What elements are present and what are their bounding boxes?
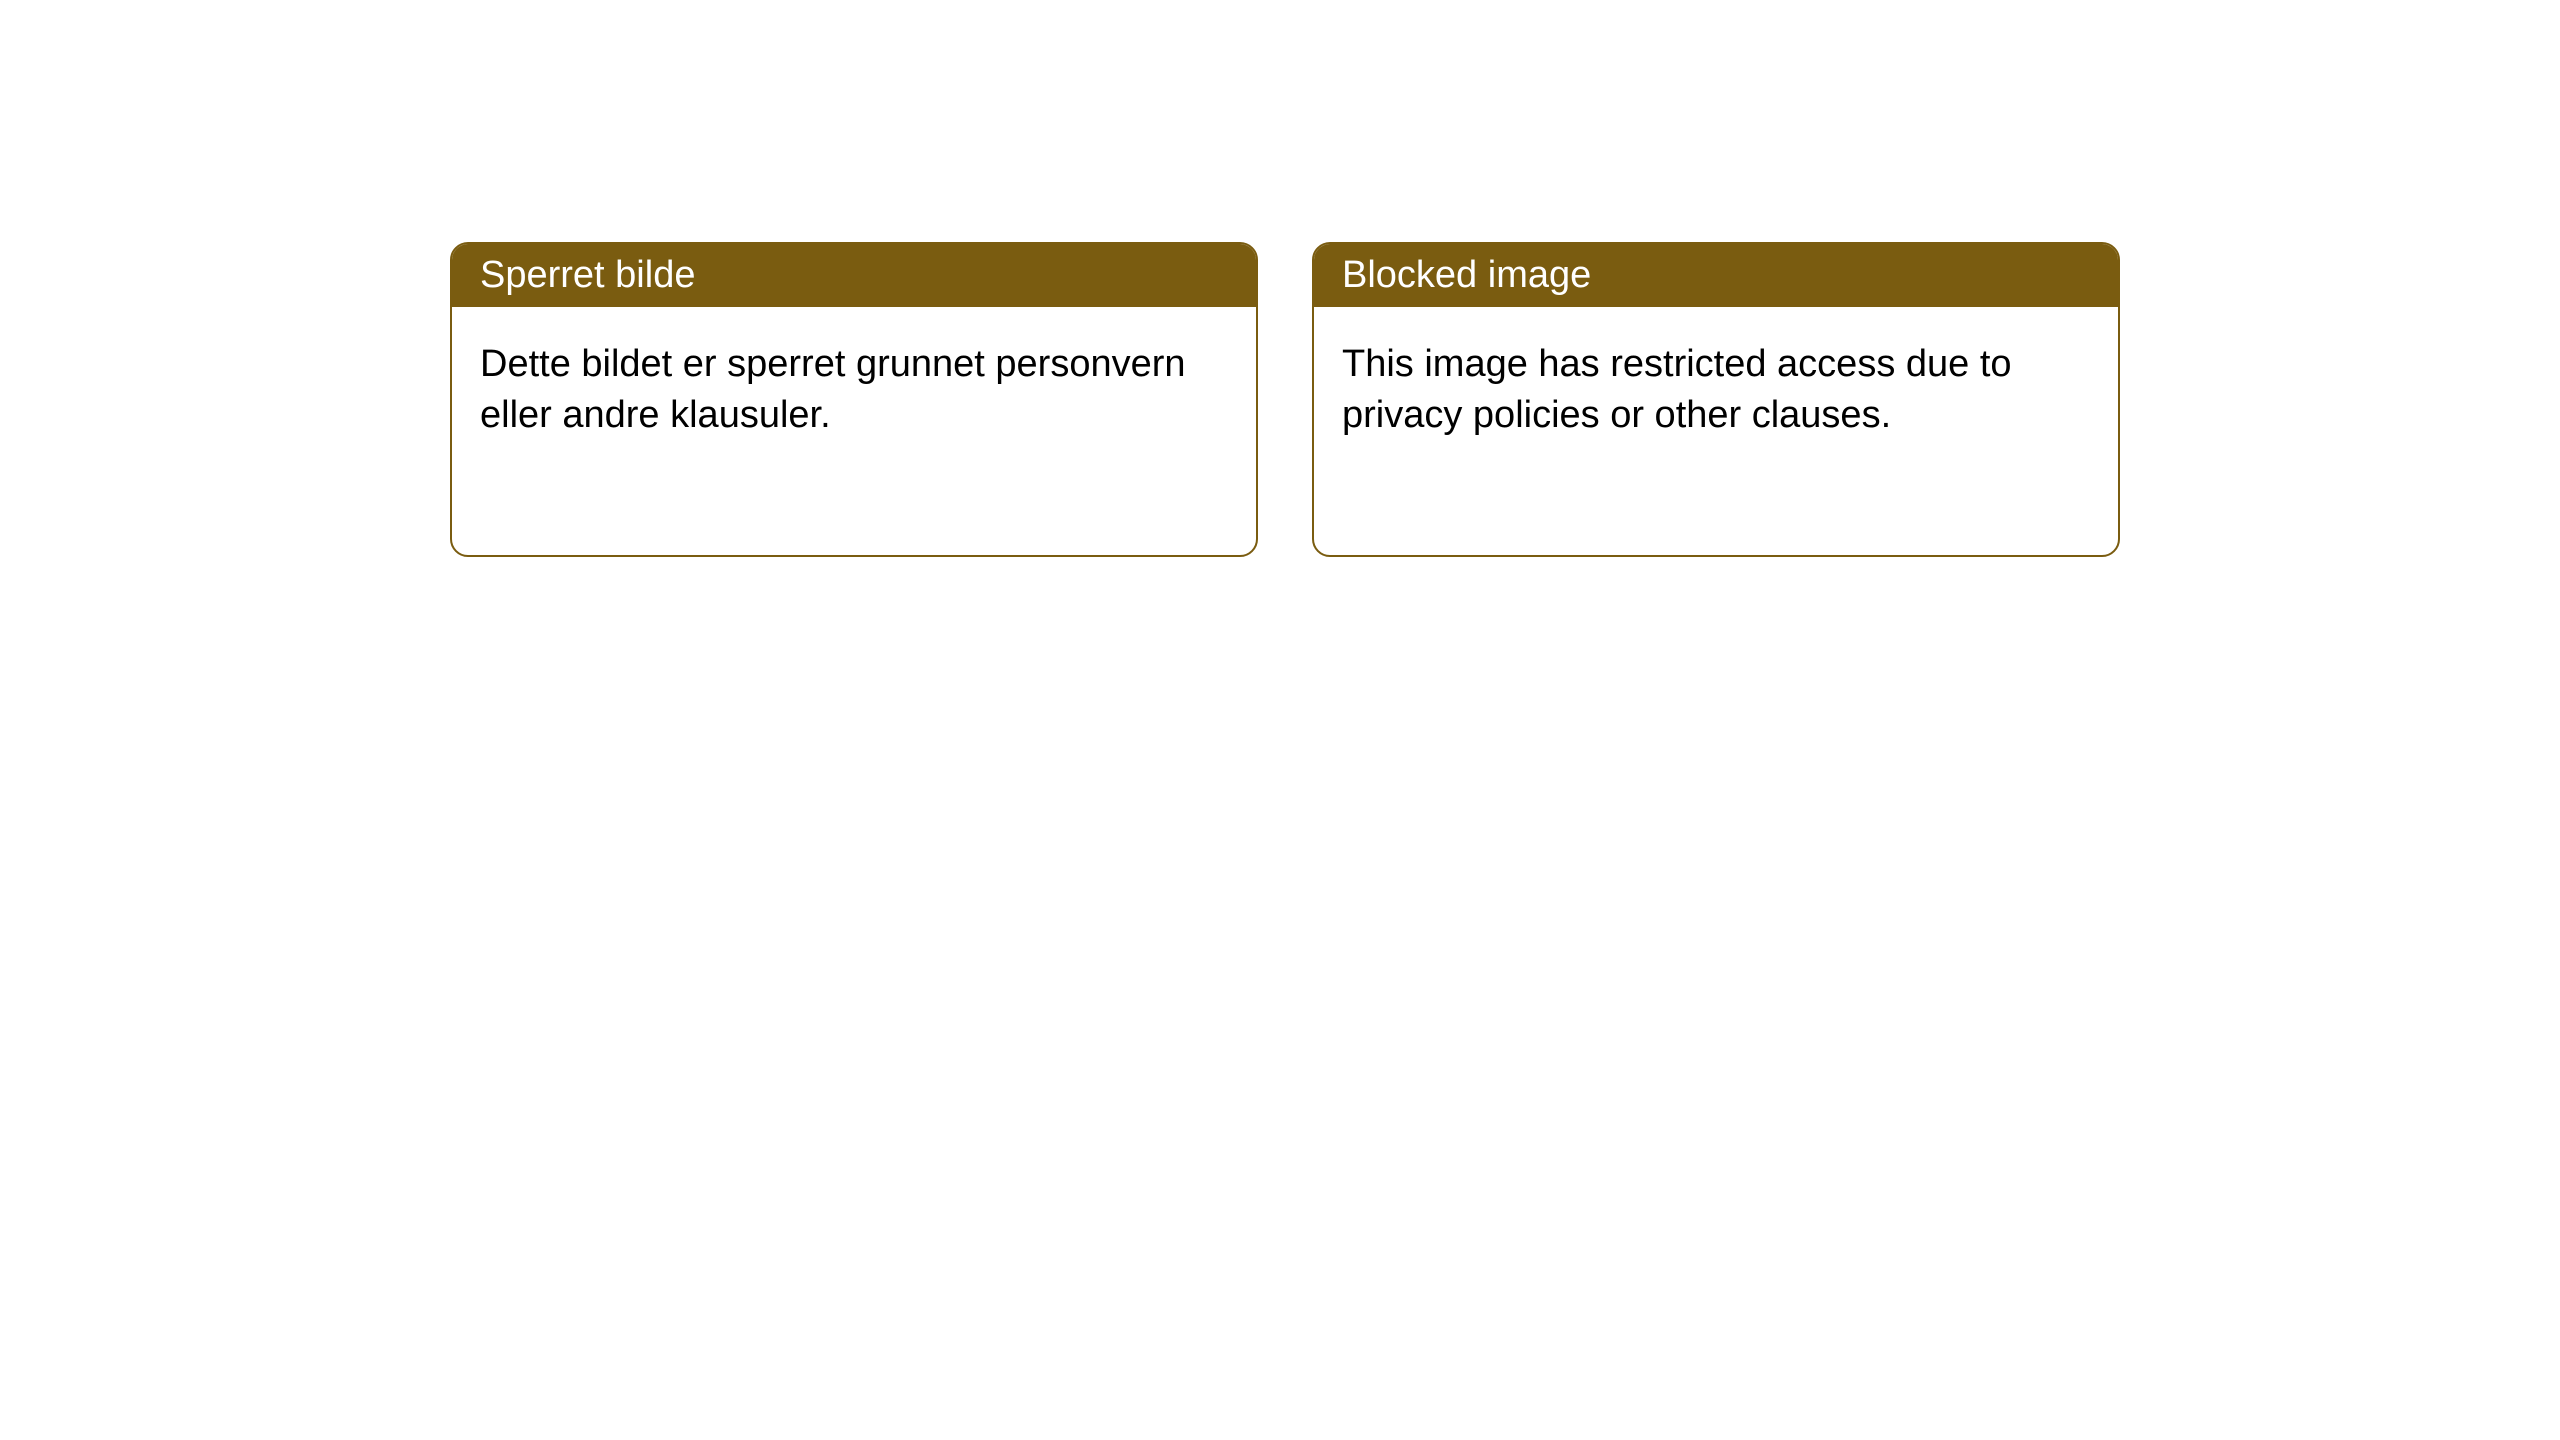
notice-message: This image has restricted access due to … [1342, 343, 2012, 436]
notice-container: Sperret bilde Dette bildet er sperret gr… [0, 0, 2560, 557]
notice-card-norwegian: Sperret bilde Dette bildet er sperret gr… [450, 242, 1258, 557]
notice-title: Sperret bilde [480, 254, 695, 296]
notice-message: Dette bildet er sperret grunnet personve… [480, 343, 1186, 436]
notice-title: Blocked image [1342, 254, 1591, 296]
notice-header: Sperret bilde [452, 244, 1256, 307]
notice-body: This image has restricted access due to … [1314, 307, 2118, 555]
notice-body: Dette bildet er sperret grunnet personve… [452, 307, 1256, 555]
notice-card-english: Blocked image This image has restricted … [1312, 242, 2120, 557]
notice-header: Blocked image [1314, 244, 2118, 307]
